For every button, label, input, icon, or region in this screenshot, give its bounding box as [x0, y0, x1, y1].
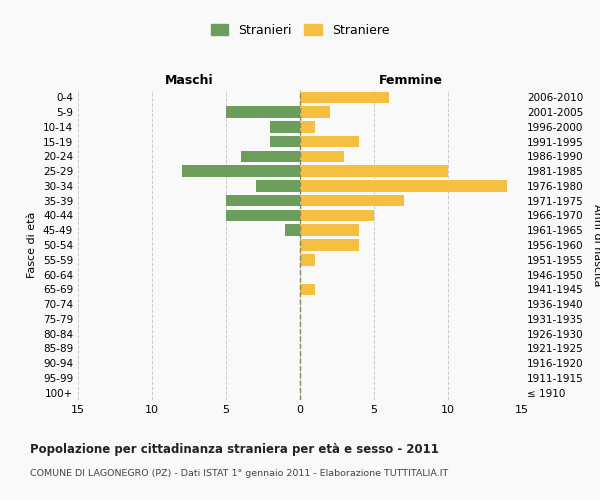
- Bar: [300, 239, 359, 251]
- Y-axis label: Fasce di età: Fasce di età: [28, 212, 37, 278]
- Bar: [300, 136, 359, 147]
- Bar: [271, 121, 300, 132]
- Bar: [285, 224, 300, 236]
- Text: Popolazione per cittadinanza straniera per età e sesso - 2011: Popolazione per cittadinanza straniera p…: [30, 442, 439, 456]
- Bar: [300, 150, 344, 162]
- Text: COMUNE DI LAGONEGRO (PZ) - Dati ISTAT 1° gennaio 2011 - Elaborazione TUTTITALIA.: COMUNE DI LAGONEGRO (PZ) - Dati ISTAT 1°…: [30, 468, 448, 477]
- Bar: [300, 92, 389, 103]
- Bar: [226, 210, 300, 221]
- Bar: [226, 195, 300, 206]
- Legend: Stranieri, Straniere: Stranieri, Straniere: [206, 18, 394, 42]
- Bar: [271, 136, 300, 147]
- Bar: [300, 106, 329, 118]
- Bar: [300, 195, 404, 206]
- Bar: [241, 150, 300, 162]
- Bar: [300, 284, 315, 295]
- Bar: [226, 106, 300, 118]
- Bar: [300, 180, 507, 192]
- Text: Maschi: Maschi: [164, 74, 214, 87]
- Y-axis label: Anni di nascita: Anni di nascita: [592, 204, 600, 286]
- Bar: [182, 166, 300, 177]
- Bar: [256, 180, 300, 192]
- Text: Femmine: Femmine: [379, 74, 443, 87]
- Bar: [300, 254, 315, 266]
- Bar: [300, 224, 359, 236]
- Bar: [300, 210, 374, 221]
- Bar: [300, 166, 448, 177]
- Bar: [300, 121, 315, 132]
